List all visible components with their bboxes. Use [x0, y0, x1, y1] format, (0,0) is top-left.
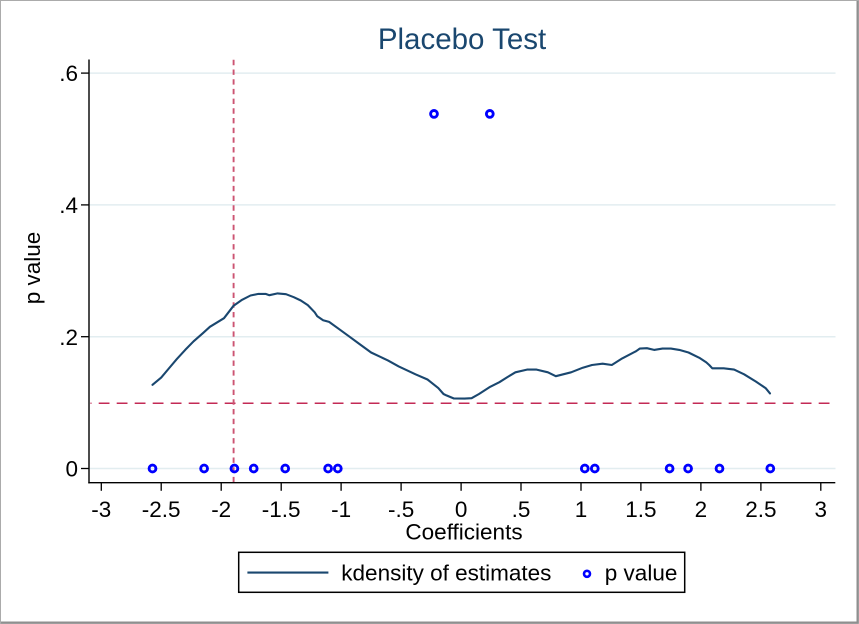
svg-text:Placebo Test: Placebo Test [378, 23, 546, 56]
svg-text:.5: .5 [512, 497, 531, 522]
svg-text:-2: -2 [211, 497, 231, 522]
svg-text:.4: .4 [59, 193, 78, 218]
svg-text:-1: -1 [331, 497, 351, 522]
svg-text:.6: .6 [59, 61, 78, 86]
svg-text:Coefficients: Coefficients [405, 520, 522, 545]
svg-text:kdensity of estimates: kdensity of estimates [341, 561, 551, 586]
svg-text:p value: p value [605, 561, 678, 586]
svg-text:2.5: 2.5 [745, 497, 776, 522]
svg-text:0: 0 [65, 457, 78, 482]
svg-text:1: 1 [575, 497, 588, 522]
svg-text:1.5: 1.5 [625, 497, 656, 522]
svg-text:-.5: -.5 [388, 497, 414, 522]
svg-text:-1.5: -1.5 [262, 497, 301, 522]
svg-text:.2: .2 [59, 325, 78, 350]
svg-text:0: 0 [455, 497, 468, 522]
svg-text:-3: -3 [91, 497, 111, 522]
svg-text:2: 2 [695, 497, 708, 522]
svg-text:p value: p value [20, 232, 45, 305]
svg-text:-2.5: -2.5 [142, 497, 181, 522]
svg-text:3: 3 [815, 497, 828, 522]
